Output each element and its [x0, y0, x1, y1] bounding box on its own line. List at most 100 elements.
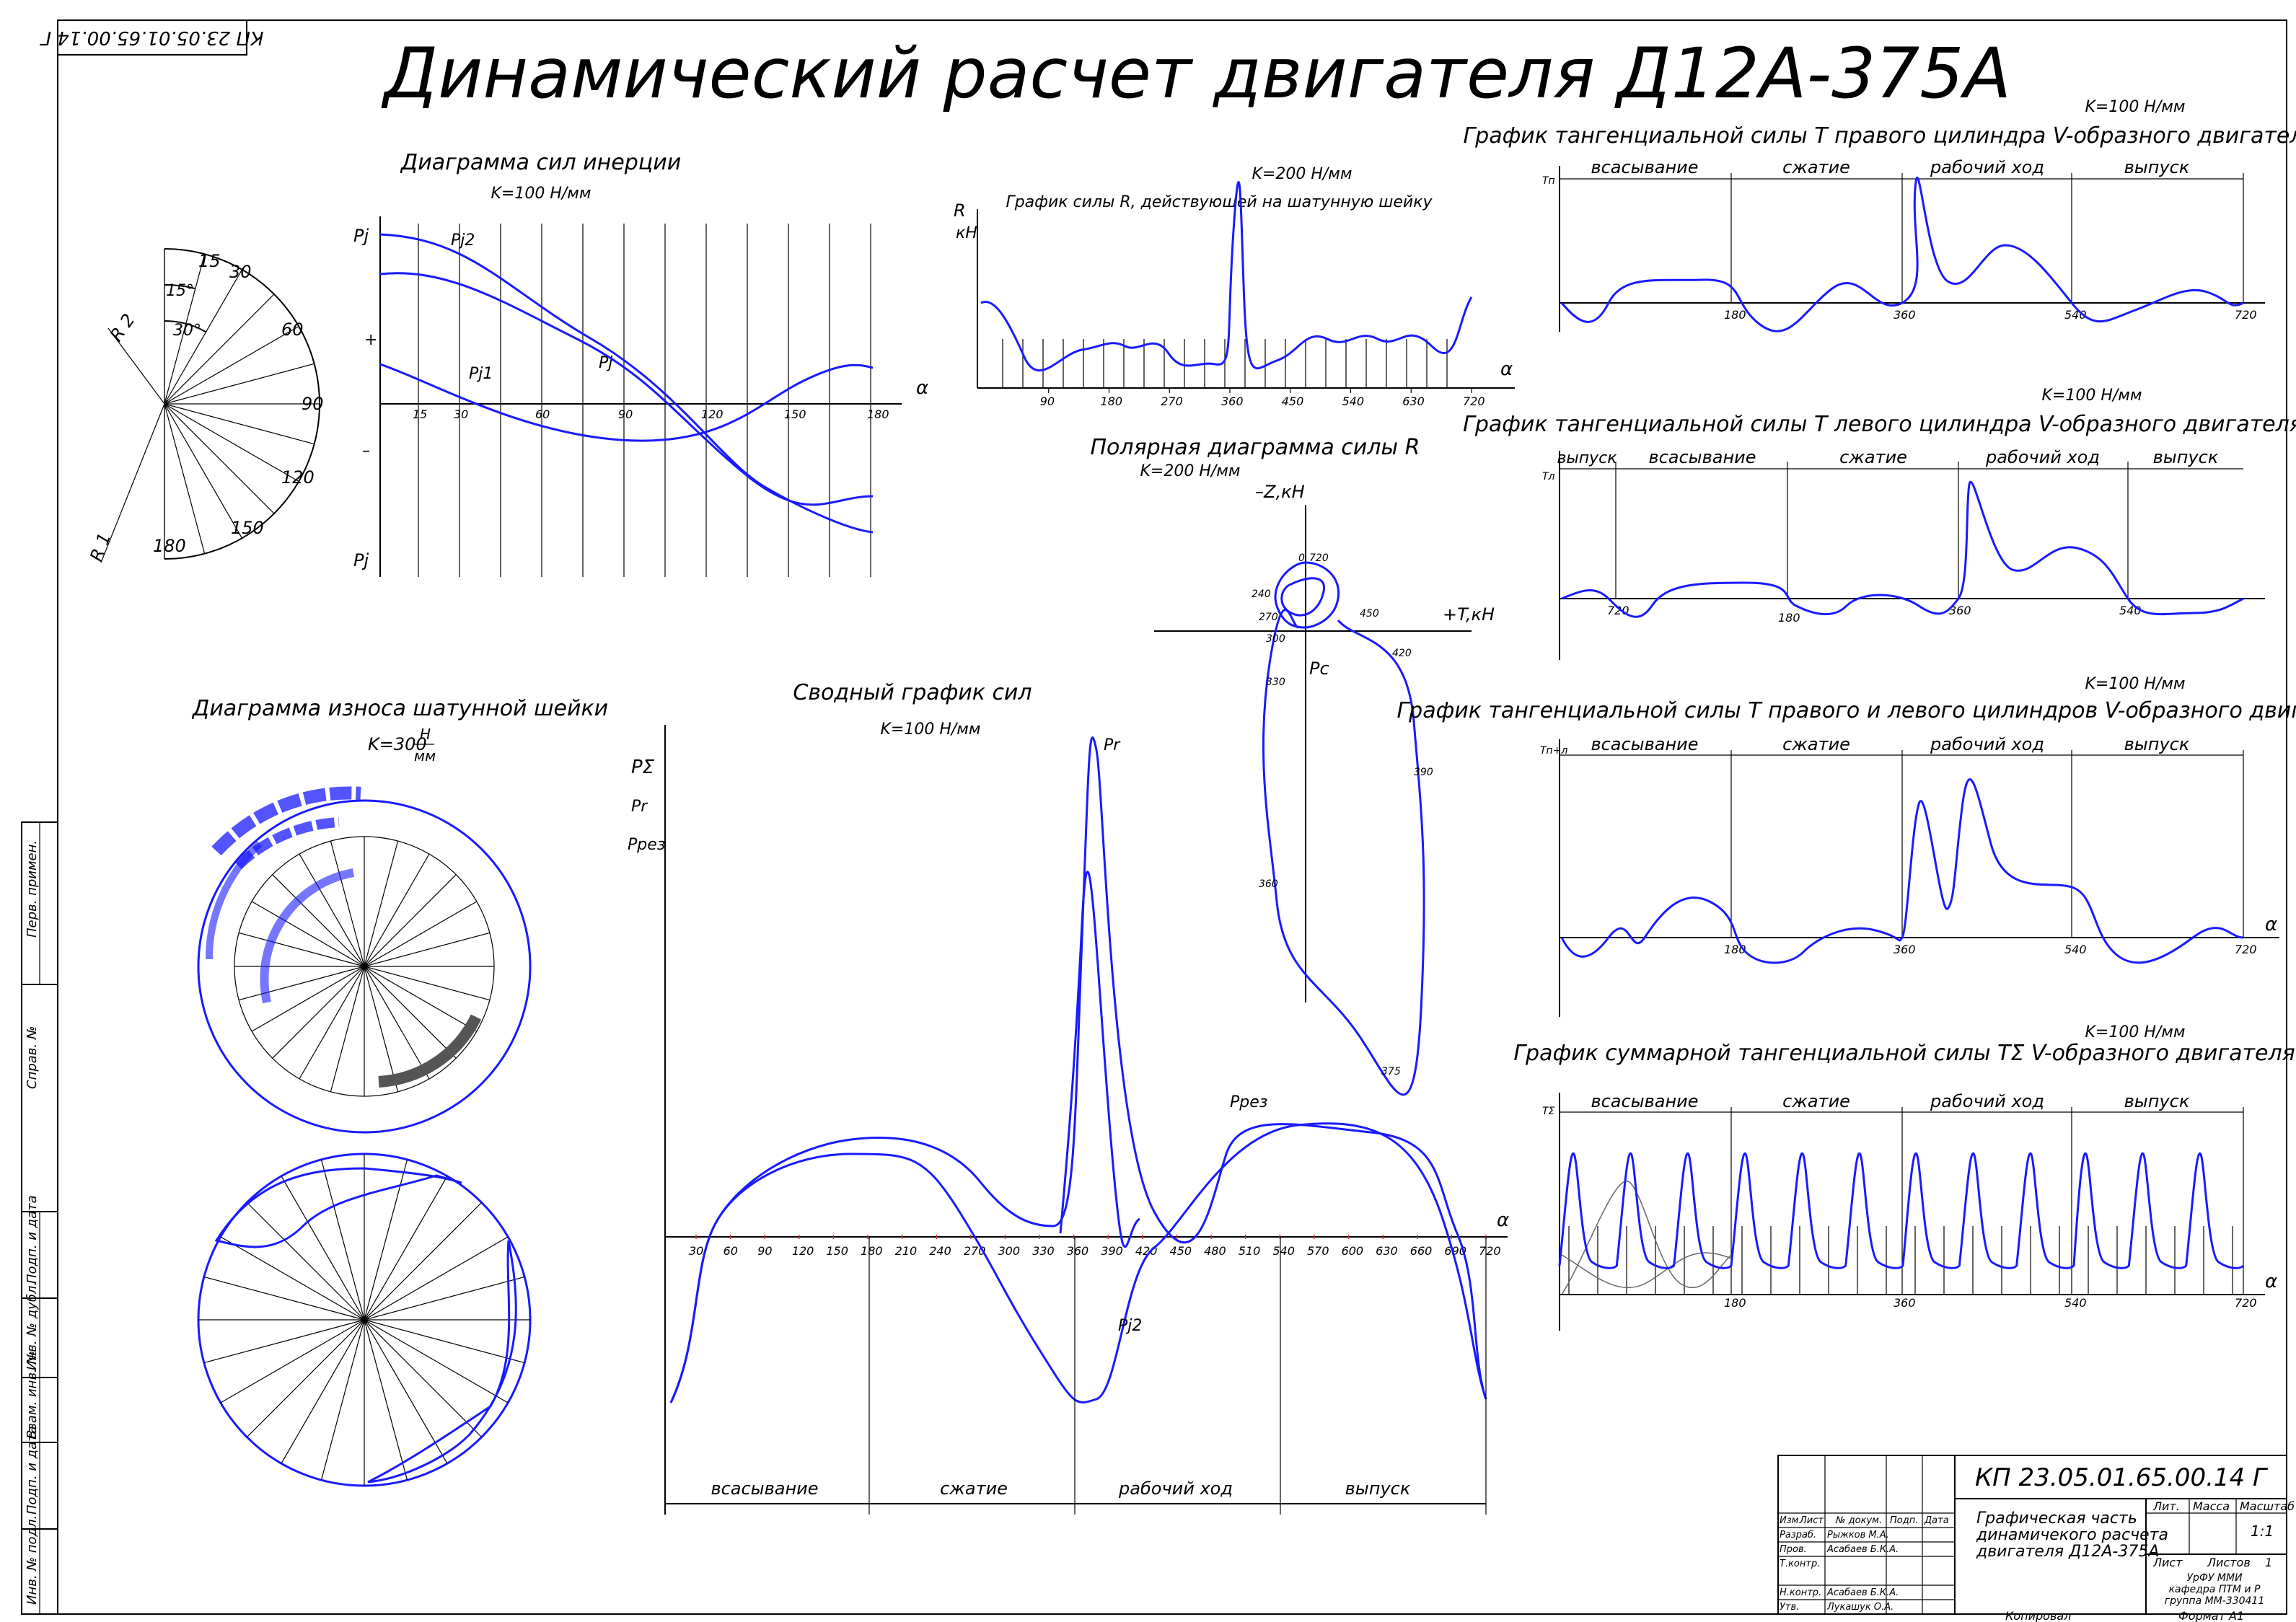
inertia-pj-bottom: Pj: [353, 550, 369, 570]
wear-ray: [320, 1319, 365, 1481]
summary-stroke-2: рабочий ход: [1118, 1478, 1233, 1499]
wear-ray: [364, 840, 399, 967]
page-title: Динамический расчет двигателя Д12А-375А: [381, 33, 2011, 114]
summary-prez: Pрез: [628, 836, 665, 854]
inertia-scale: K=100 Н/мм: [491, 185, 591, 203]
inertia-pj-top: Pj: [353, 226, 369, 246]
stamp-h-doc: № докум.: [1835, 1515, 1882, 1526]
inertia-minus: –: [362, 442, 370, 460]
wear-ray: [251, 966, 365, 1032]
wear-title: Диаграмма износа шатунной шейки: [191, 696, 608, 721]
t-left-stroke-2: сжатие: [1839, 447, 1907, 467]
crank-label-180: 180: [153, 536, 186, 556]
summary-tick-label: 300: [998, 1244, 1020, 1258]
wear-ray: [272, 874, 365, 967]
title-block: КП 23.05.01.65.00.14 Г Графическая часть…: [1777, 1455, 2295, 1622]
wear-ray: [364, 1319, 525, 1364]
t-sum-stroke-1: сжатие: [1782, 1091, 1850, 1111]
t-left-stroke-4: выпуск: [2153, 447, 2219, 467]
t-sum-alpha: α: [2265, 1271, 2277, 1292]
stamp-sheets: Листов: [2207, 1556, 2251, 1569]
t-sum-title: График суммарной тангенциальной силы TΣ …: [1513, 1041, 2295, 1066]
wear-circle-outer: [197, 799, 532, 1134]
wear-band-1: [211, 786, 361, 856]
crank-label-30: 30: [229, 262, 252, 282]
stamp-name-3: двигателя Д12А-375А: [1976, 1543, 2159, 1561]
wear-ray: [203, 1276, 365, 1321]
polar-label-390: 390: [1414, 767, 1433, 778]
polar-loop-small: [1274, 561, 1340, 629]
wear-ray: [364, 1319, 448, 1464]
t-sum-stroke-0: всасывание: [1591, 1091, 1698, 1111]
crank-r2: R 2: [106, 310, 139, 345]
polar-label-450: 450: [1360, 608, 1379, 620]
wear-ray: [299, 966, 365, 1080]
summary-stroke-0: всасывание: [711, 1478, 818, 1499]
summary-prez-label: Pрез: [1230, 1093, 1267, 1111]
inertia-curve-pj: [379, 233, 874, 534]
crank-label-150: 150: [231, 518, 264, 538]
wear-ray: [364, 966, 478, 1032]
t-sum-tick-360: 360: [1893, 1296, 1916, 1310]
crank-ray: [164, 269, 243, 405]
t-both-stroke-2: рабочий ход: [1930, 734, 2044, 754]
summary-tick-label: 690: [1444, 1244, 1466, 1258]
stamp-sheets-val: 1: [2265, 1556, 2272, 1569]
crank-ray: [164, 294, 275, 405]
wear-ray: [364, 966, 491, 1001]
t-right-ylabel: Tп: [1542, 175, 1555, 187]
t-sum-tick-720: 720: [2235, 1296, 2257, 1310]
r-tick-label: 450: [1282, 395, 1304, 408]
polar-title: Полярная диаграмма силы R: [1091, 435, 1420, 460]
r-tick-label: 630: [1402, 395, 1425, 408]
t-sum-scale: K=100 Н/мм: [2085, 1023, 2186, 1041]
wear-ray: [272, 966, 365, 1059]
summary-tick-label: 390: [1101, 1244, 1123, 1258]
r-yunit: кН: [956, 224, 977, 242]
r-tick-label: 360: [1221, 395, 1244, 408]
stamp-p-razrab: Рыжков М.А.: [1827, 1530, 1889, 1541]
polar-label-720: 720: [1309, 552, 1329, 564]
summary-title: Сводный график сил: [793, 680, 1032, 705]
summary-tick-label: 210: [895, 1244, 918, 1258]
t-right-stroke-3: выпуск: [2124, 157, 2190, 177]
inertia-diagram: Диаграмма сил инерции K=100 Н/мм α Pj Pj…: [86, 150, 928, 577]
wear-ray: [238, 966, 365, 1001]
inertia-tick-label: 60: [535, 407, 550, 421]
crank-semicircle: 15° 30° R 2 R 1 15 30 60 90 120 150 180: [86, 248, 324, 564]
t-both-ylabel: Tп+л: [1540, 745, 1567, 757]
wear-scale-den: мм: [414, 747, 436, 764]
summary-tick-label: 450: [1170, 1244, 1192, 1258]
polar-zlabel: –Z,кН: [1255, 482, 1305, 502]
side-label-6: Инв. № подл.: [25, 1515, 40, 1605]
wear-ray: [364, 853, 430, 967]
summary-tick-label: 720: [1479, 1244, 1501, 1258]
side-label-4: Взам. инв. №: [25, 1351, 40, 1439]
crank-angle-15: 15°: [166, 282, 194, 300]
summary-pj-label: Pj2: [1118, 1317, 1142, 1335]
wear-ray: [364, 874, 457, 967]
wear-ray: [364, 1202, 483, 1321]
r-title: График силы R, действующей на шатунную ш…: [1006, 193, 1433, 211]
inertia-tick-label: 180: [867, 407, 889, 421]
wear-ray: [251, 901, 365, 967]
t-both-stroke-0: всасывание: [1591, 734, 1698, 754]
stamp-mass: Масса: [2193, 1499, 2230, 1513]
crank-label-15: 15: [198, 251, 221, 271]
polar-label-300: 300: [1266, 633, 1285, 645]
wear-ray: [330, 966, 365, 1093]
t-right-tick-180: 180: [1724, 308, 1746, 322]
t-right-title: График тангенциальной силы Т правого цил…: [1463, 123, 2296, 149]
r-tick-label: 180: [1101, 395, 1123, 408]
wear-ray: [299, 853, 365, 967]
polar-scale: K=200 Н/мм: [1140, 462, 1241, 480]
stamp-org-3: группа ММ-330411: [2165, 1595, 2265, 1607]
wear-ray: [238, 932, 365, 967]
wear-band-3: [260, 868, 355, 1004]
inertia-title: Диаграмма сил инерции: [400, 150, 681, 175]
wear-diagram: Диаграмма износа шатунной шейки K=300 Н …: [191, 696, 608, 1487]
wear-ray: [320, 1159, 365, 1321]
t-both-stroke-1: сжатие: [1782, 734, 1850, 754]
crank-ray: [164, 403, 243, 539]
stamp-name-2: динамичекого расчета: [1976, 1526, 2168, 1544]
